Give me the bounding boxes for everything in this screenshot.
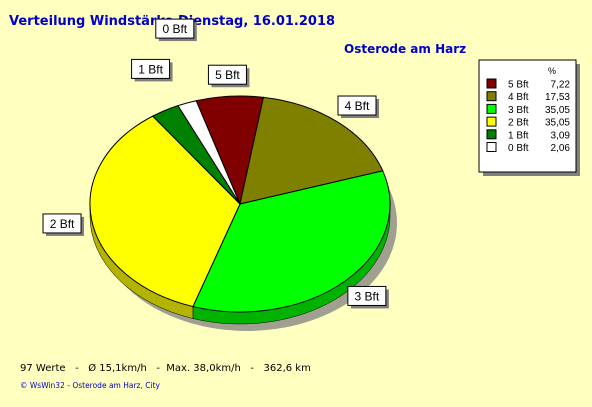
slice-label-text: 4 Bft — [345, 99, 370, 113]
legend-value-5: 2,06 — [551, 143, 571, 154]
slice-label-3: 2 Bft — [42, 213, 85, 236]
legend-value-4: 3,09 — [551, 130, 571, 141]
legend — [478, 59, 577, 173]
footer-credit: © WsWin32 - Osterode am Harz, City — [20, 381, 160, 390]
slice-label-4: 1 Bft — [131, 58, 173, 82]
slice-label-0: 5 Bft — [207, 64, 250, 88]
pie-slice-4-bft — [239, 96, 384, 205]
pie-slice-0-bft — [177, 100, 241, 205]
legend-label-5: 0 Bft — [508, 143, 529, 154]
legend-swatch-3 — [486, 116, 497, 127]
legend-value-2: 35,05 — [545, 105, 570, 116]
slice-label-text: 3 Bft — [355, 289, 380, 303]
legend-value-3: 35,05 — [545, 118, 570, 129]
slice-label-text: 2 Bft — [50, 217, 75, 231]
pie-slice-3-bft — [192, 170, 391, 313]
legend-value-1: 17,53 — [545, 92, 570, 103]
slice-label-1: 4 Bft — [337, 95, 380, 119]
legend-header: % — [548, 66, 556, 76]
legend-swatch-0 — [486, 78, 497, 89]
legend-label-1: 4 Bft — [508, 92, 529, 103]
legend-label-3: 2 Bft — [508, 118, 529, 129]
slice-label-text: 1 Bft — [138, 62, 163, 76]
slice-label-text: 0 Bft — [162, 22, 187, 36]
legend-swatch-2 — [486, 103, 497, 114]
legend-swatch-4 — [486, 129, 497, 140]
slice-label-text: 5 Bft — [215, 68, 240, 82]
pie-slice-2-bft — [89, 115, 241, 308]
slice-label-5: 0 Bft — [155, 18, 197, 42]
legend-label-4: 1 Bft — [508, 130, 529, 141]
footer-stats: 97 Werte - Ø 15,1km/h - Max. 38,0km/h - … — [20, 363, 311, 374]
legend-label-2: 3 Bft — [508, 105, 529, 116]
legend-label-0: 5 Bft — [508, 80, 529, 91]
legend-value-0: 7,22 — [551, 80, 571, 91]
chart-subtitle: Osterode am Harz — [344, 42, 467, 56]
legend-swatch-1 — [486, 91, 497, 102]
slice-label-2: 3 Bft — [347, 285, 389, 309]
legend-swatch-5 — [486, 142, 497, 152]
